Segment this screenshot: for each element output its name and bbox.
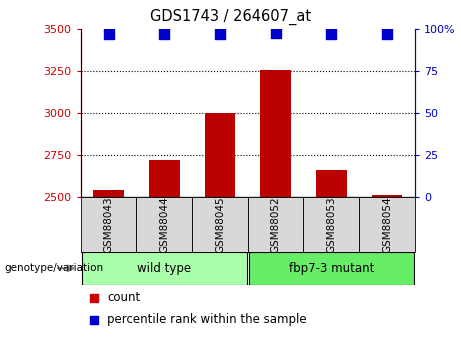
- Text: GSM88044: GSM88044: [159, 196, 169, 253]
- Bar: [136, 197, 192, 252]
- Point: [366, 0, 373, 6]
- Text: GSM88053: GSM88053: [326, 196, 337, 253]
- Text: GDS1743 / 264607_at: GDS1743 / 264607_at: [150, 9, 311, 25]
- Point: [328, 32, 335, 37]
- Text: GSM88054: GSM88054: [382, 196, 392, 253]
- Text: count: count: [107, 291, 141, 304]
- Bar: [149, 160, 179, 197]
- Text: wild type: wild type: [137, 262, 191, 275]
- Text: percentile rank within the sample: percentile rank within the sample: [107, 314, 307, 326]
- Bar: [316, 170, 347, 197]
- Bar: [82, 252, 247, 285]
- Bar: [248, 197, 303, 252]
- Bar: [192, 197, 248, 252]
- Point: [272, 30, 279, 36]
- Bar: [249, 252, 414, 285]
- Text: genotype/variation: genotype/variation: [5, 263, 104, 273]
- Point: [384, 32, 391, 37]
- Text: GSM88045: GSM88045: [215, 196, 225, 253]
- Text: GSM88043: GSM88043: [104, 196, 113, 253]
- Bar: [205, 113, 235, 197]
- Bar: [93, 190, 124, 197]
- Bar: [372, 195, 402, 197]
- Text: GSM88052: GSM88052: [271, 196, 281, 253]
- Bar: [260, 70, 291, 197]
- Bar: [303, 197, 359, 252]
- Point: [160, 32, 168, 37]
- Text: fbp7-3 mutant: fbp7-3 mutant: [289, 262, 374, 275]
- Bar: [81, 197, 136, 252]
- Point: [105, 32, 112, 37]
- Point: [216, 32, 224, 37]
- Point: [366, 204, 373, 210]
- Bar: [359, 197, 415, 252]
